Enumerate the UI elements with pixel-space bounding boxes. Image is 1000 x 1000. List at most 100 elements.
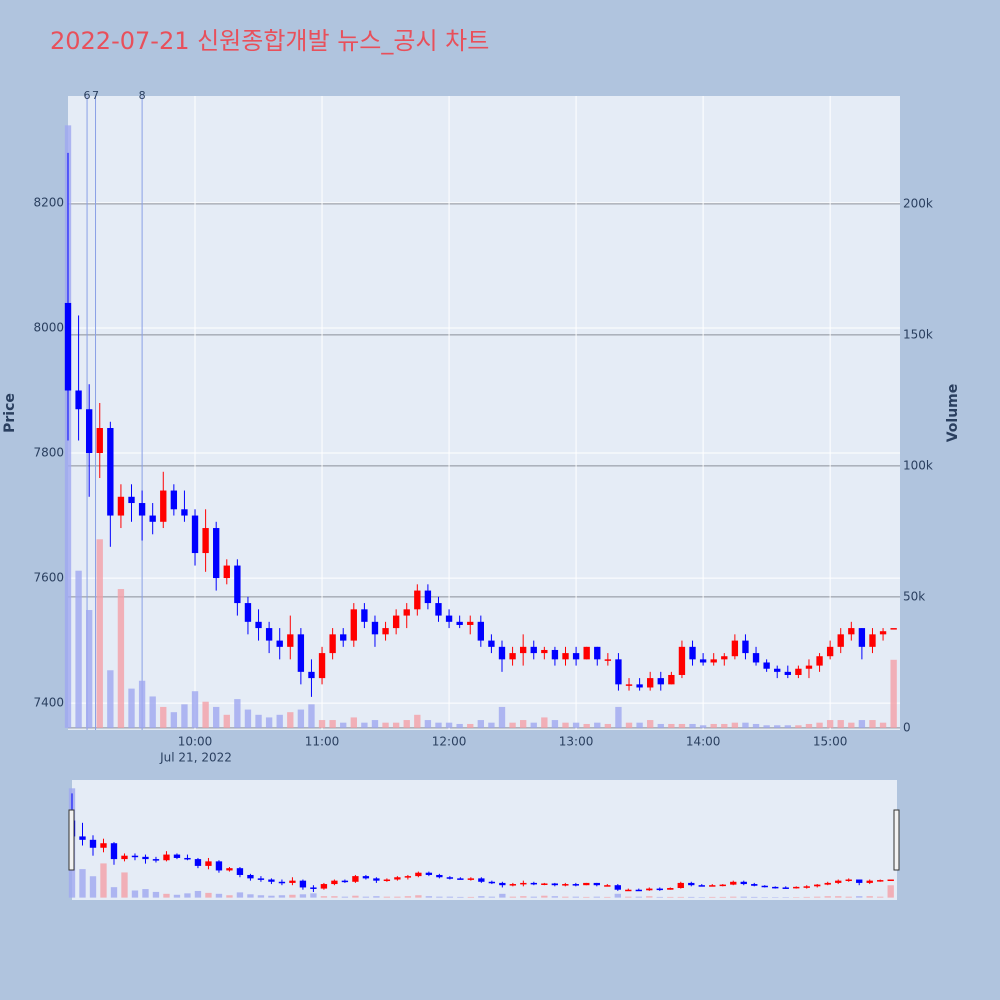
slider-volume-bar (89, 876, 97, 898)
volume-bar (297, 709, 305, 728)
slider-volume-bar (215, 893, 223, 898)
candle-body (869, 634, 876, 647)
candle-body (594, 646, 601, 660)
news-marker-label: 8 (139, 89, 146, 102)
volume-bar (816, 722, 823, 728)
volume-bar (657, 723, 664, 728)
volume-bar (244, 709, 252, 728)
slider-volume-bar (709, 896, 716, 898)
slider-candle-body (583, 882, 590, 886)
slider-volume-bar (730, 896, 737, 898)
slider-candle-body (236, 868, 244, 875)
slider-candle-body (499, 882, 506, 886)
slider-candle-body (646, 888, 653, 891)
slider-volume-bar (751, 896, 758, 898)
slider-volume-bar (520, 896, 527, 898)
candle-body (456, 621, 463, 625)
volume-bar (350, 717, 357, 728)
slider-volume-bar (593, 896, 600, 898)
volume-bar (562, 722, 569, 728)
volume-bar (170, 712, 178, 728)
candle-body (382, 628, 389, 635)
candle-body (837, 634, 844, 647)
volume-bar (858, 720, 866, 728)
volume-bar (107, 670, 114, 728)
slider-volume-bar (457, 896, 464, 898)
slider-handle[interactable] (68, 809, 75, 871)
slider-volume-bar (289, 894, 296, 898)
slider-volume-bar (394, 896, 401, 898)
slider-volume-bar (226, 895, 233, 898)
volume-bar (879, 722, 887, 728)
volume-bar (117, 589, 125, 728)
x-tick-label: 11:00 (305, 735, 340, 749)
volume-bar (96, 539, 103, 728)
candle-body (64, 302, 72, 391)
slider-candle-body (331, 880, 338, 885)
candle-body (890, 628, 897, 630)
slider-volume-bar (467, 896, 475, 898)
volume-bar (721, 723, 728, 728)
candle-body (784, 671, 791, 675)
volume-bar (647, 720, 654, 728)
candle-body (297, 634, 305, 672)
slider-candle-body (740, 881, 747, 885)
volume-bar (318, 720, 326, 728)
candle-body (467, 621, 474, 625)
candle-body (276, 640, 283, 647)
slider-volume-bar (310, 893, 317, 898)
slider-candle-body (593, 882, 600, 886)
slider-volume-bar (236, 892, 244, 898)
slider-volume-bar (877, 896, 884, 898)
slider-handle[interactable] (893, 809, 900, 871)
news-marker-label: 6 (84, 89, 91, 102)
slider-volume-bar (383, 896, 391, 898)
volume-bar (763, 725, 770, 728)
candle-body (445, 615, 453, 622)
candle-body (562, 653, 569, 660)
volume-bar (392, 722, 400, 728)
range-slider[interactable] (72, 780, 897, 900)
candle-body (805, 665, 813, 669)
slider-candle-body (131, 855, 139, 858)
volume-bar (255, 714, 262, 728)
volume-bar (689, 723, 696, 728)
candle-body (287, 634, 294, 647)
volume-bar (361, 722, 368, 728)
slider-candle-body (467, 878, 475, 880)
candle-body (223, 565, 230, 579)
volume-bar (710, 723, 717, 728)
slider-candle-body (572, 884, 579, 886)
volume-bar (75, 570, 82, 728)
slider-volume-bar (278, 895, 286, 898)
slider-candle-body (79, 836, 86, 840)
candle-body (826, 646, 834, 657)
slider-candle-body (404, 876, 412, 878)
slider-candle-body (530, 882, 538, 885)
slider-volume-bar (446, 896, 454, 898)
volume-bar (382, 722, 389, 728)
volume-bar (160, 706, 167, 728)
candle-body (488, 640, 495, 647)
candle-body (795, 668, 802, 675)
slider-candle-body (793, 886, 800, 889)
slider-candle-body (562, 884, 569, 886)
volume-bar (699, 725, 707, 728)
slider-volume-bar (173, 894, 181, 898)
slider-volume-bar (352, 895, 359, 898)
slider-candle-body (845, 879, 852, 882)
slider-volume-bar (299, 894, 307, 898)
y2-tick-label: 200k (903, 196, 933, 210)
candle-body (107, 428, 114, 516)
candle-body (848, 628, 855, 635)
slider-volume-bar (205, 892, 212, 898)
slider-volume-bar (646, 896, 653, 898)
volume-bar (615, 706, 622, 728)
slider-candle-body (257, 878, 265, 880)
slider-volume-bar (719, 896, 726, 898)
volume-bar (223, 714, 230, 728)
candle-body (96, 428, 103, 454)
volume-bar (604, 723, 612, 728)
candle-body (572, 653, 580, 660)
